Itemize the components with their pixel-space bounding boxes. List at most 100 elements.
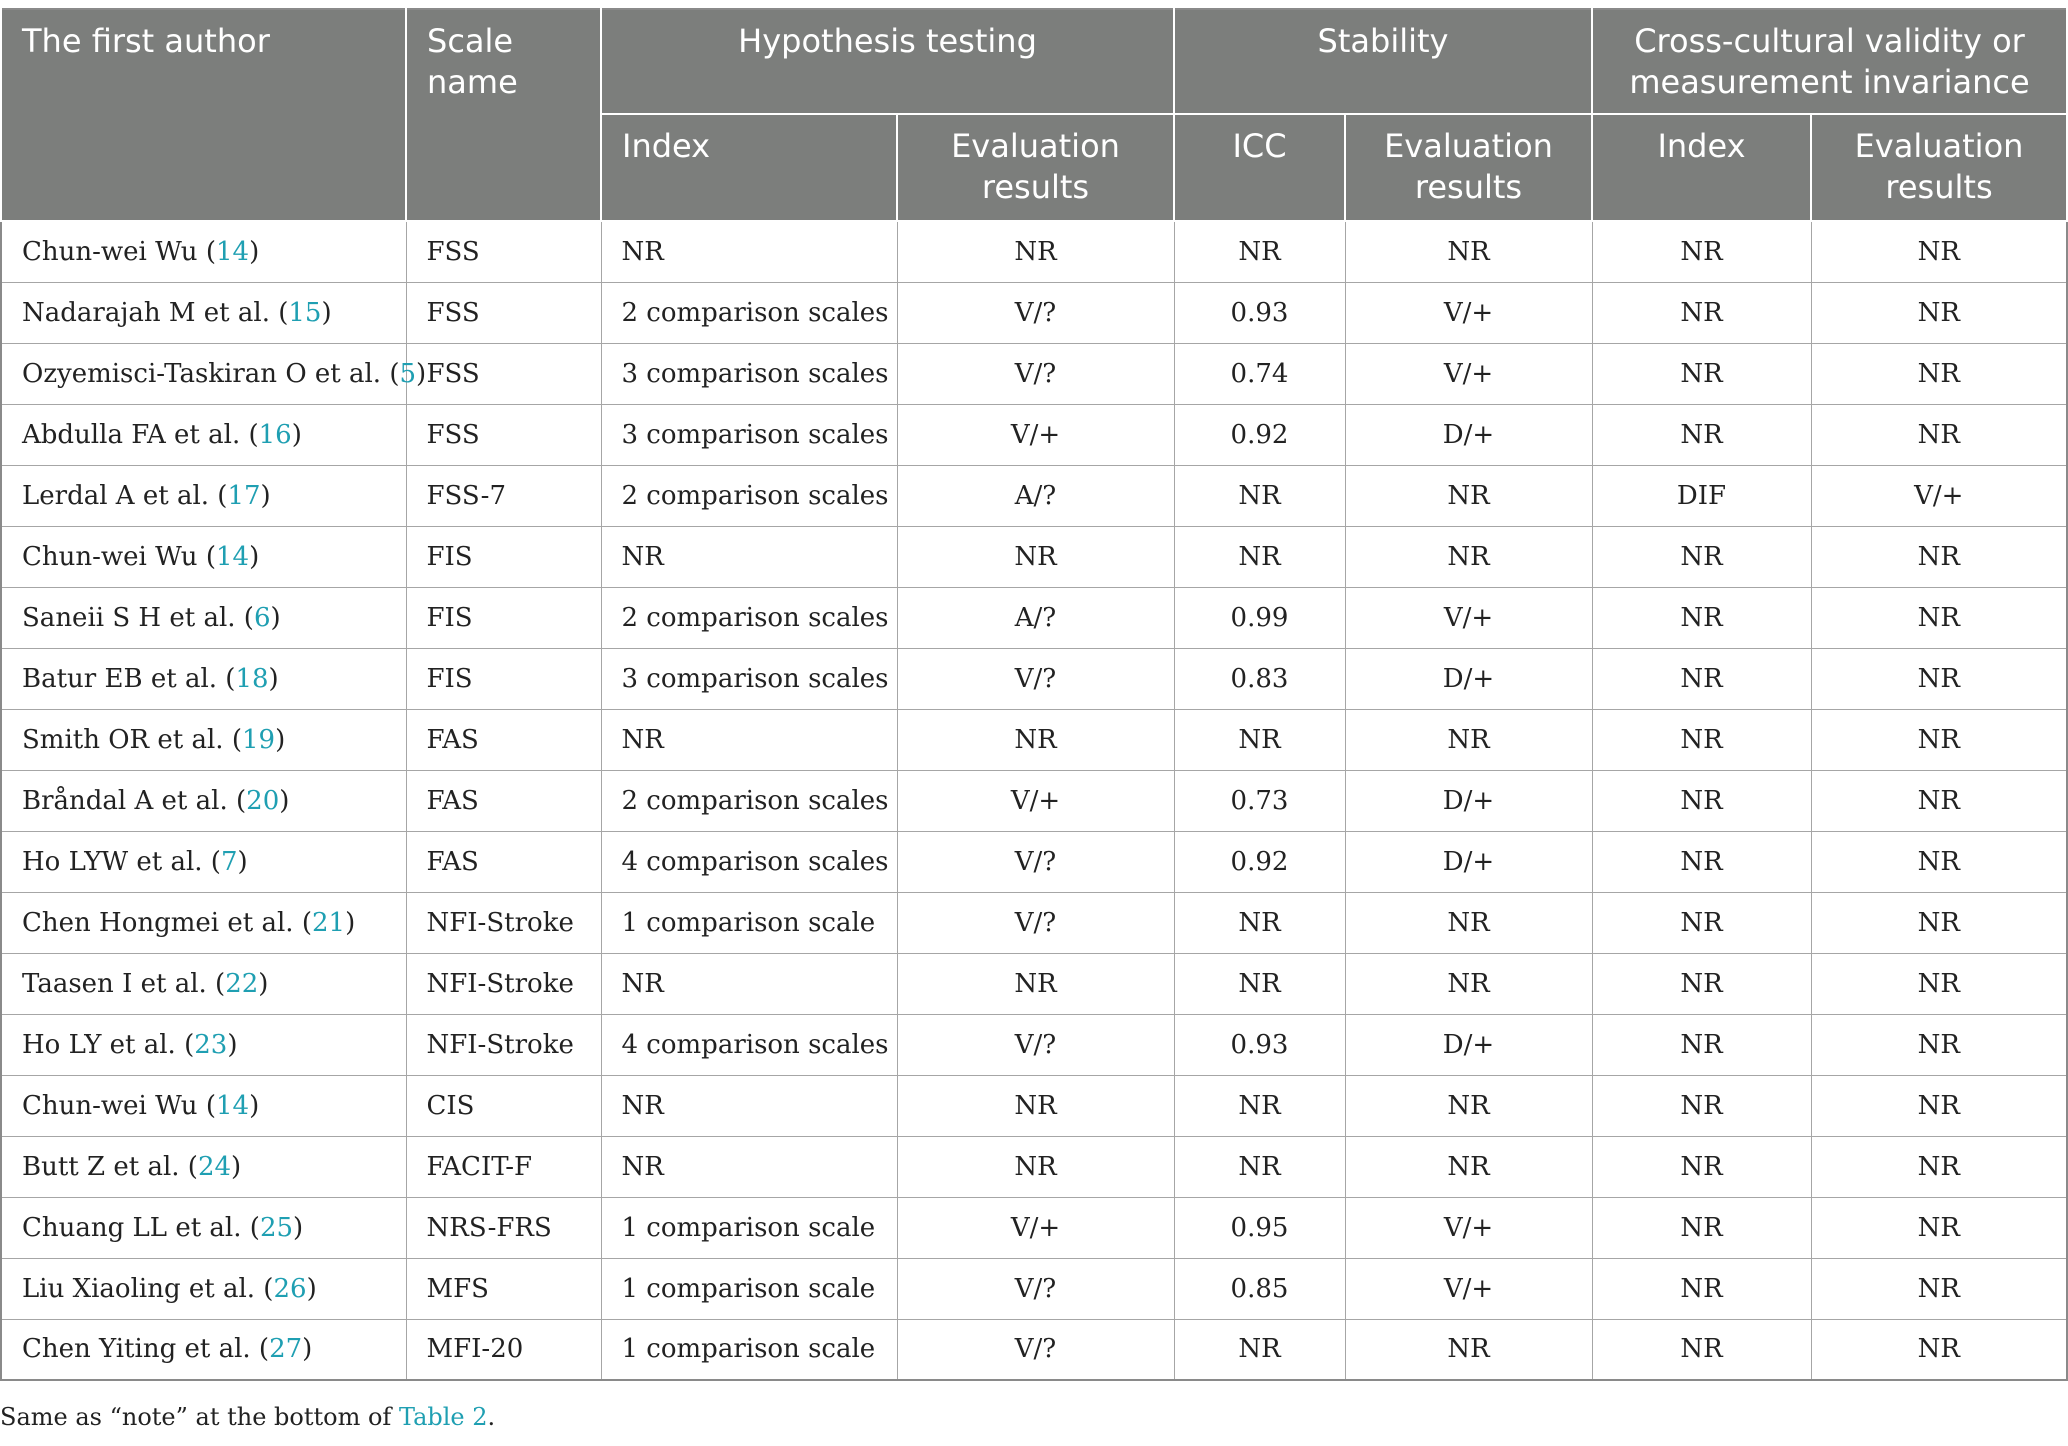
stability-evaluation-cell: NR <box>1344 464 1593 527</box>
cross-cultural-index-cell: NR <box>1591 1074 1812 1137</box>
icc-cell: 0.73 <box>1173 769 1346 832</box>
icc-cell: NR <box>1173 220 1346 283</box>
hypothesis-evaluation-cell: NR <box>896 1135 1175 1198</box>
stability-evaluation-cell: NR <box>1344 708 1593 771</box>
hypothesis-index-cell: NR <box>600 220 898 283</box>
table-row: Chen Yiting et al. (27) MFI-20 1 compariso… <box>0 1318 2068 1381</box>
cross-cultural-evaluation-cell: NR <box>1810 830 2068 893</box>
author-name: Ozyemisci-Taskiran O et al. <box>22 358 382 389</box>
stability-evaluation-cell: NR <box>1344 952 1593 1015</box>
hypothesis-evaluation-cell: V/+ <box>896 1196 1175 1259</box>
table-row: Liu Xiaoling et al. (26) MFS 1 comparison … <box>0 1257 2068 1320</box>
cross-cultural-evaluation-cell: NR <box>1810 1318 2068 1381</box>
stability-evaluation-cell: NR <box>1344 1318 1593 1381</box>
icc-cell: NR <box>1173 1135 1346 1198</box>
scale-name-cell: NFI-Stroke <box>405 891 602 954</box>
stability-evaluation-cell: V/+ <box>1344 281 1593 344</box>
cross-cultural-index-cell: NR <box>1591 769 1812 832</box>
author-cell: Chun-wei Wu (14) <box>0 220 407 283</box>
hypothesis-index-cell: 2 comparison scales <box>600 586 898 649</box>
table-footnote: Same as “note” at the bottom of Table 2. <box>0 1403 495 1431</box>
icc-cell: NR <box>1173 891 1346 954</box>
header-ht-evaluation: Evaluation results <box>896 114 1175 222</box>
reference-link[interactable]: 22 <box>225 968 259 999</box>
icc-cell: 0.85 <box>1173 1257 1346 1320</box>
author-cell: Ozyemisci-Taskiran O et al. (5) <box>0 342 426 405</box>
header-stability-evaluation: Evaluation results <box>1344 114 1593 222</box>
author-name: Bråndal A et al. <box>22 785 228 816</box>
reference-link[interactable]: 17 <box>227 480 261 511</box>
cross-cultural-index-cell: NR <box>1591 1257 1812 1320</box>
reference-link[interactable]: 19 <box>242 724 276 755</box>
stability-evaluation-cell: D/+ <box>1344 403 1593 466</box>
author-cell: Lerdal A et al. (17) <box>0 464 407 527</box>
stability-evaluation-cell: V/+ <box>1344 586 1593 649</box>
reference-link[interactable]: 15 <box>288 297 322 328</box>
hypothesis-evaluation-cell: V/? <box>896 1257 1175 1320</box>
reference-link[interactable]: 14 <box>215 541 250 572</box>
scale-name-cell: FIS <box>405 647 602 710</box>
stability-evaluation-cell: V/+ <box>1344 1257 1593 1320</box>
table-row: Chen Hongmei et al. (21) NFI-Stroke 1 comp… <box>0 891 2068 954</box>
table-row: Lerdal A et al. (17) FSS-7 2 comparison sc… <box>0 464 2068 527</box>
table-row: Smith OR et al. (19) FAS NR NR NR NR NR NR <box>0 708 2068 771</box>
cross-cultural-index-cell: DIF <box>1591 464 1812 527</box>
author-cell: Bråndal A et al. (20) <box>0 769 407 832</box>
hypothesis-index-cell: 2 comparison scales <box>600 281 898 344</box>
reference-link[interactable]: 14 <box>215 236 250 267</box>
icc-cell: 0.95 <box>1173 1196 1346 1259</box>
scale-name-cell: FIS <box>405 525 602 588</box>
scale-name-cell: FAS <box>405 769 602 832</box>
hypothesis-evaluation-cell: A/? <box>896 464 1175 527</box>
reference-link[interactable]: 14 <box>215 1090 250 1121</box>
hypothesis-index-cell: 1 comparison scale <box>600 1318 898 1381</box>
stability-evaluation-cell: V/+ <box>1344 1196 1593 1259</box>
table-row: Abdulla FA et al. (16) FSS 3 comparison sc… <box>0 403 2068 466</box>
stability-evaluation-cell: NR <box>1344 891 1593 954</box>
icc-cell: NR <box>1173 1318 1346 1381</box>
cross-cultural-index-cell: NR <box>1591 1196 1812 1259</box>
hypothesis-index-cell: 3 comparison scales <box>600 403 898 466</box>
header-first-author: The first author <box>0 9 407 222</box>
hypothesis-evaluation-cell: NR <box>896 1074 1175 1137</box>
author-name: Liu Xiaoling et al. <box>22 1273 256 1304</box>
table-container: The first author Scale name Hypothesis t… <box>0 8 2068 1381</box>
hypothesis-index-cell: 3 comparison scales <box>600 647 898 710</box>
reference-link[interactable]: 23 <box>194 1029 228 1060</box>
table-2-link[interactable]: Table 2 <box>398 1403 488 1431</box>
header-cc-index: Index <box>1591 114 1812 222</box>
cross-cultural-index-cell: NR <box>1591 342 1812 405</box>
reference-link[interactable]: 20 <box>246 785 280 816</box>
reference-link[interactable]: 27 <box>269 1334 303 1365</box>
author-cell: Chen Hongmei et al. (21) <box>0 891 407 954</box>
stability-evaluation-cell: V/+ <box>1344 342 1593 405</box>
hypothesis-evaluation-cell: V/? <box>896 281 1175 344</box>
reference-link[interactable]: 6 <box>253 602 271 633</box>
stability-evaluation-cell: D/+ <box>1344 647 1593 710</box>
table-row: Ozyemisci-Taskiran O et al. (5) FSS 3 comp… <box>0 342 2068 405</box>
reference-link[interactable]: 7 <box>220 846 238 877</box>
cross-cultural-index-cell: NR <box>1591 1135 1812 1198</box>
reference-link[interactable]: 24 <box>197 1151 232 1182</box>
hypothesis-index-cell: 1 comparison scale <box>600 891 898 954</box>
reference-link[interactable]: 16 <box>258 419 292 450</box>
icc-cell: 0.83 <box>1173 647 1346 710</box>
reference-link[interactable]: 21 <box>311 907 346 938</box>
stability-evaluation-cell: NR <box>1344 1135 1593 1198</box>
scale-name-cell: FIS <box>405 586 602 649</box>
reference-link[interactable]: 18 <box>235 663 269 694</box>
table-row: Ho LYW et al. (7) FAS 4 comparison scales V… <box>0 830 2068 893</box>
author-name: Ho LY et al. <box>22 1029 176 1060</box>
icc-cell: NR <box>1173 708 1346 771</box>
hypothesis-index-cell: NR <box>600 708 898 771</box>
hypothesis-evaluation-cell: NR <box>896 525 1175 588</box>
icc-cell: 0.93 <box>1173 1013 1346 1076</box>
scale-name-cell: FSS-7 <box>405 464 602 527</box>
cross-cultural-index-cell: NR <box>1591 586 1812 649</box>
reference-link[interactable]: 25 <box>259 1212 294 1243</box>
cross-cultural-evaluation-cell: V/+ <box>1810 464 2068 527</box>
hypothesis-evaluation-cell: V/? <box>896 1013 1175 1076</box>
reference-link[interactable]: 5 <box>399 358 417 389</box>
reference-link[interactable]: 26 <box>273 1273 307 1304</box>
cross-cultural-index-cell: NR <box>1591 1013 1812 1076</box>
